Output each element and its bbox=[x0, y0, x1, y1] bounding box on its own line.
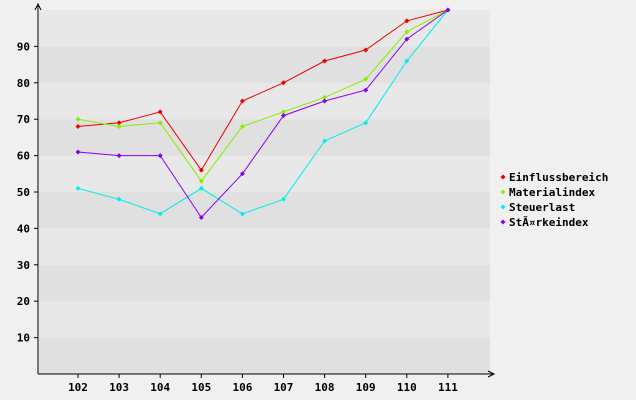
series-line bbox=[77, 9, 449, 172]
data-point bbox=[157, 153, 163, 159]
grid-band bbox=[39, 82, 490, 120]
series-line bbox=[77, 9, 449, 215]
data-point bbox=[239, 98, 245, 104]
series-3 bbox=[75, 7, 451, 220]
y-axis-ticks: 10 20 30 40 50 60 70 80 90 bbox=[17, 40, 38, 345]
data-point bbox=[281, 80, 286, 86]
legend-item: Steuerlast bbox=[500, 201, 575, 214]
x-tick-label: 104 bbox=[150, 381, 170, 394]
y-tick-label: 40 bbox=[17, 222, 30, 235]
grid-band bbox=[39, 46, 490, 83]
y-tick-label: 20 bbox=[17, 295, 30, 308]
legend-item: StÃ¤rkeindex bbox=[500, 216, 589, 229]
data-point bbox=[404, 29, 410, 35]
data-point bbox=[404, 36, 410, 42]
x-tick-label: 110 bbox=[397, 381, 417, 394]
y-tick-label: 50 bbox=[17, 186, 30, 199]
data-point bbox=[239, 171, 245, 177]
data-point bbox=[281, 113, 286, 119]
x-tick-label: 111 bbox=[438, 381, 458, 394]
data-point bbox=[404, 18, 410, 24]
legend-label: Materialindex bbox=[509, 186, 595, 199]
x-tick-label: 109 bbox=[356, 381, 376, 394]
data-point bbox=[198, 167, 204, 173]
legend-marker bbox=[500, 174, 506, 180]
series-2 bbox=[75, 7, 451, 217]
grid-band bbox=[39, 228, 490, 265]
legend-item: Einflussbereich bbox=[500, 171, 608, 184]
data-point bbox=[363, 47, 369, 53]
legend-item: Materialindex bbox=[500, 186, 595, 199]
data-point bbox=[157, 120, 163, 126]
data-point bbox=[363, 87, 369, 93]
data-point bbox=[116, 196, 122, 202]
data-point bbox=[322, 98, 328, 104]
data-point bbox=[239, 211, 245, 217]
y-tick-label: 30 bbox=[17, 259, 30, 272]
data-point bbox=[404, 58, 410, 64]
x-tick-label: 108 bbox=[315, 381, 335, 394]
data-point bbox=[75, 123, 81, 129]
y-tick-label: 10 bbox=[17, 332, 30, 345]
data-point bbox=[281, 196, 286, 202]
data-point bbox=[322, 138, 328, 144]
data-point bbox=[116, 120, 122, 126]
y-tick-label: 70 bbox=[17, 113, 30, 126]
series-line bbox=[77, 9, 449, 182]
data-point bbox=[75, 185, 81, 191]
grid-band bbox=[39, 301, 490, 338]
x-axis-arrow bbox=[487, 370, 496, 378]
legend-marker bbox=[500, 189, 506, 195]
data-point bbox=[281, 109, 286, 115]
data-point bbox=[363, 76, 369, 82]
x-tick-label: 102 bbox=[68, 381, 88, 394]
y-tick-label: 80 bbox=[17, 77, 30, 90]
grid-band bbox=[39, 155, 490, 192]
data-point bbox=[198, 178, 204, 184]
legend-label: StÃ¤rkeindex bbox=[509, 216, 589, 229]
legend-marker bbox=[500, 219, 506, 225]
data-point bbox=[363, 120, 369, 126]
data-point bbox=[116, 153, 122, 159]
data-point bbox=[322, 58, 328, 64]
data-point bbox=[445, 7, 451, 13]
y-tick-label: 90 bbox=[17, 40, 30, 53]
x-tick-label: 105 bbox=[191, 381, 211, 394]
grid-band bbox=[39, 264, 490, 302]
data-point bbox=[198, 185, 204, 191]
legend: Einflussbereich Materialindex Steuerlast St… bbox=[500, 171, 608, 229]
y-axis-arrow bbox=[34, 2, 42, 11]
plot-background bbox=[39, 10, 490, 374]
x-tick-label: 106 bbox=[232, 381, 252, 394]
x-tick-label: 107 bbox=[274, 381, 294, 394]
data-point bbox=[116, 123, 122, 129]
data-point bbox=[157, 211, 163, 217]
legend-label: Einflussbereich bbox=[509, 171, 608, 184]
data-point bbox=[322, 94, 328, 100]
axes bbox=[34, 2, 496, 378]
data-point bbox=[75, 116, 81, 122]
legend-label: Steuerlast bbox=[509, 201, 575, 214]
data-point bbox=[157, 109, 163, 115]
series-lines bbox=[75, 7, 451, 220]
legend-marker bbox=[500, 204, 506, 210]
series-0 bbox=[75, 7, 451, 173]
x-axis-ticks: 102 103 104 105 106 107 108 109 110 111 bbox=[68, 374, 458, 394]
grid-band bbox=[39, 192, 490, 229]
grid-band bbox=[39, 10, 490, 47]
data-point bbox=[75, 149, 81, 155]
x-tick-label: 103 bbox=[109, 381, 129, 394]
series-line bbox=[77, 9, 449, 219]
grid-band bbox=[39, 337, 490, 374]
y-tick-label: 60 bbox=[17, 150, 30, 163]
data-point bbox=[239, 123, 245, 129]
data-point bbox=[198, 214, 204, 220]
